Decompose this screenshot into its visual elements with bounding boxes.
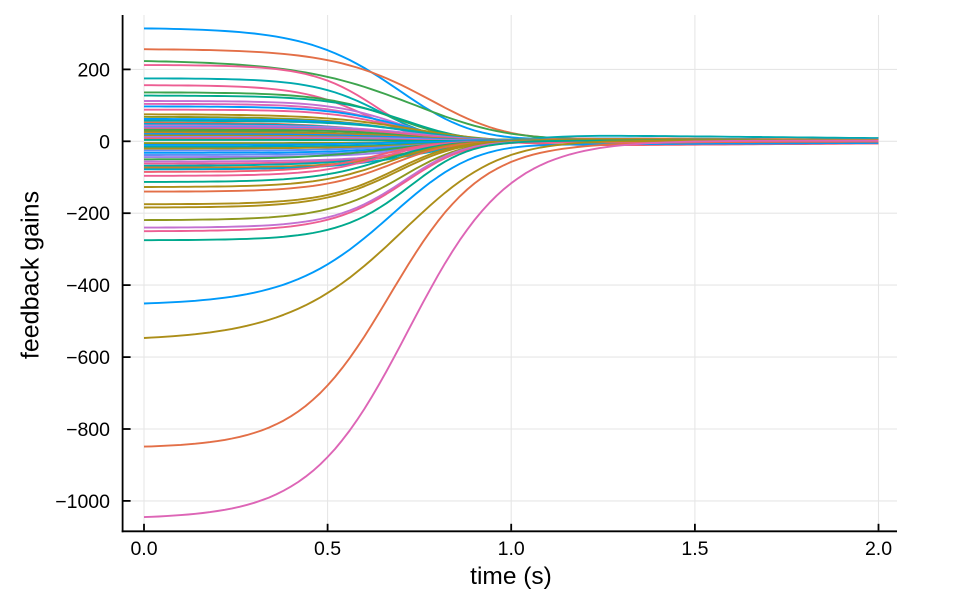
svg-text:200: 200 <box>77 59 110 81</box>
svg-text:0: 0 <box>99 131 110 153</box>
svg-text:1.0: 1.0 <box>498 538 525 560</box>
svg-text:time (s): time (s) <box>470 563 552 590</box>
svg-text:−1000: −1000 <box>55 491 110 513</box>
svg-text:−600: −600 <box>66 347 110 369</box>
svg-text:−200: −200 <box>66 203 110 225</box>
svg-text:−800: −800 <box>66 419 110 441</box>
svg-text:−400: −400 <box>66 275 110 297</box>
svg-text:0.0: 0.0 <box>130 538 157 560</box>
svg-text:1.5: 1.5 <box>681 538 708 560</box>
svg-text:2.0: 2.0 <box>865 538 892 560</box>
svg-text:feedback gains: feedback gains <box>17 191 45 359</box>
svg-text:0.5: 0.5 <box>314 538 341 560</box>
